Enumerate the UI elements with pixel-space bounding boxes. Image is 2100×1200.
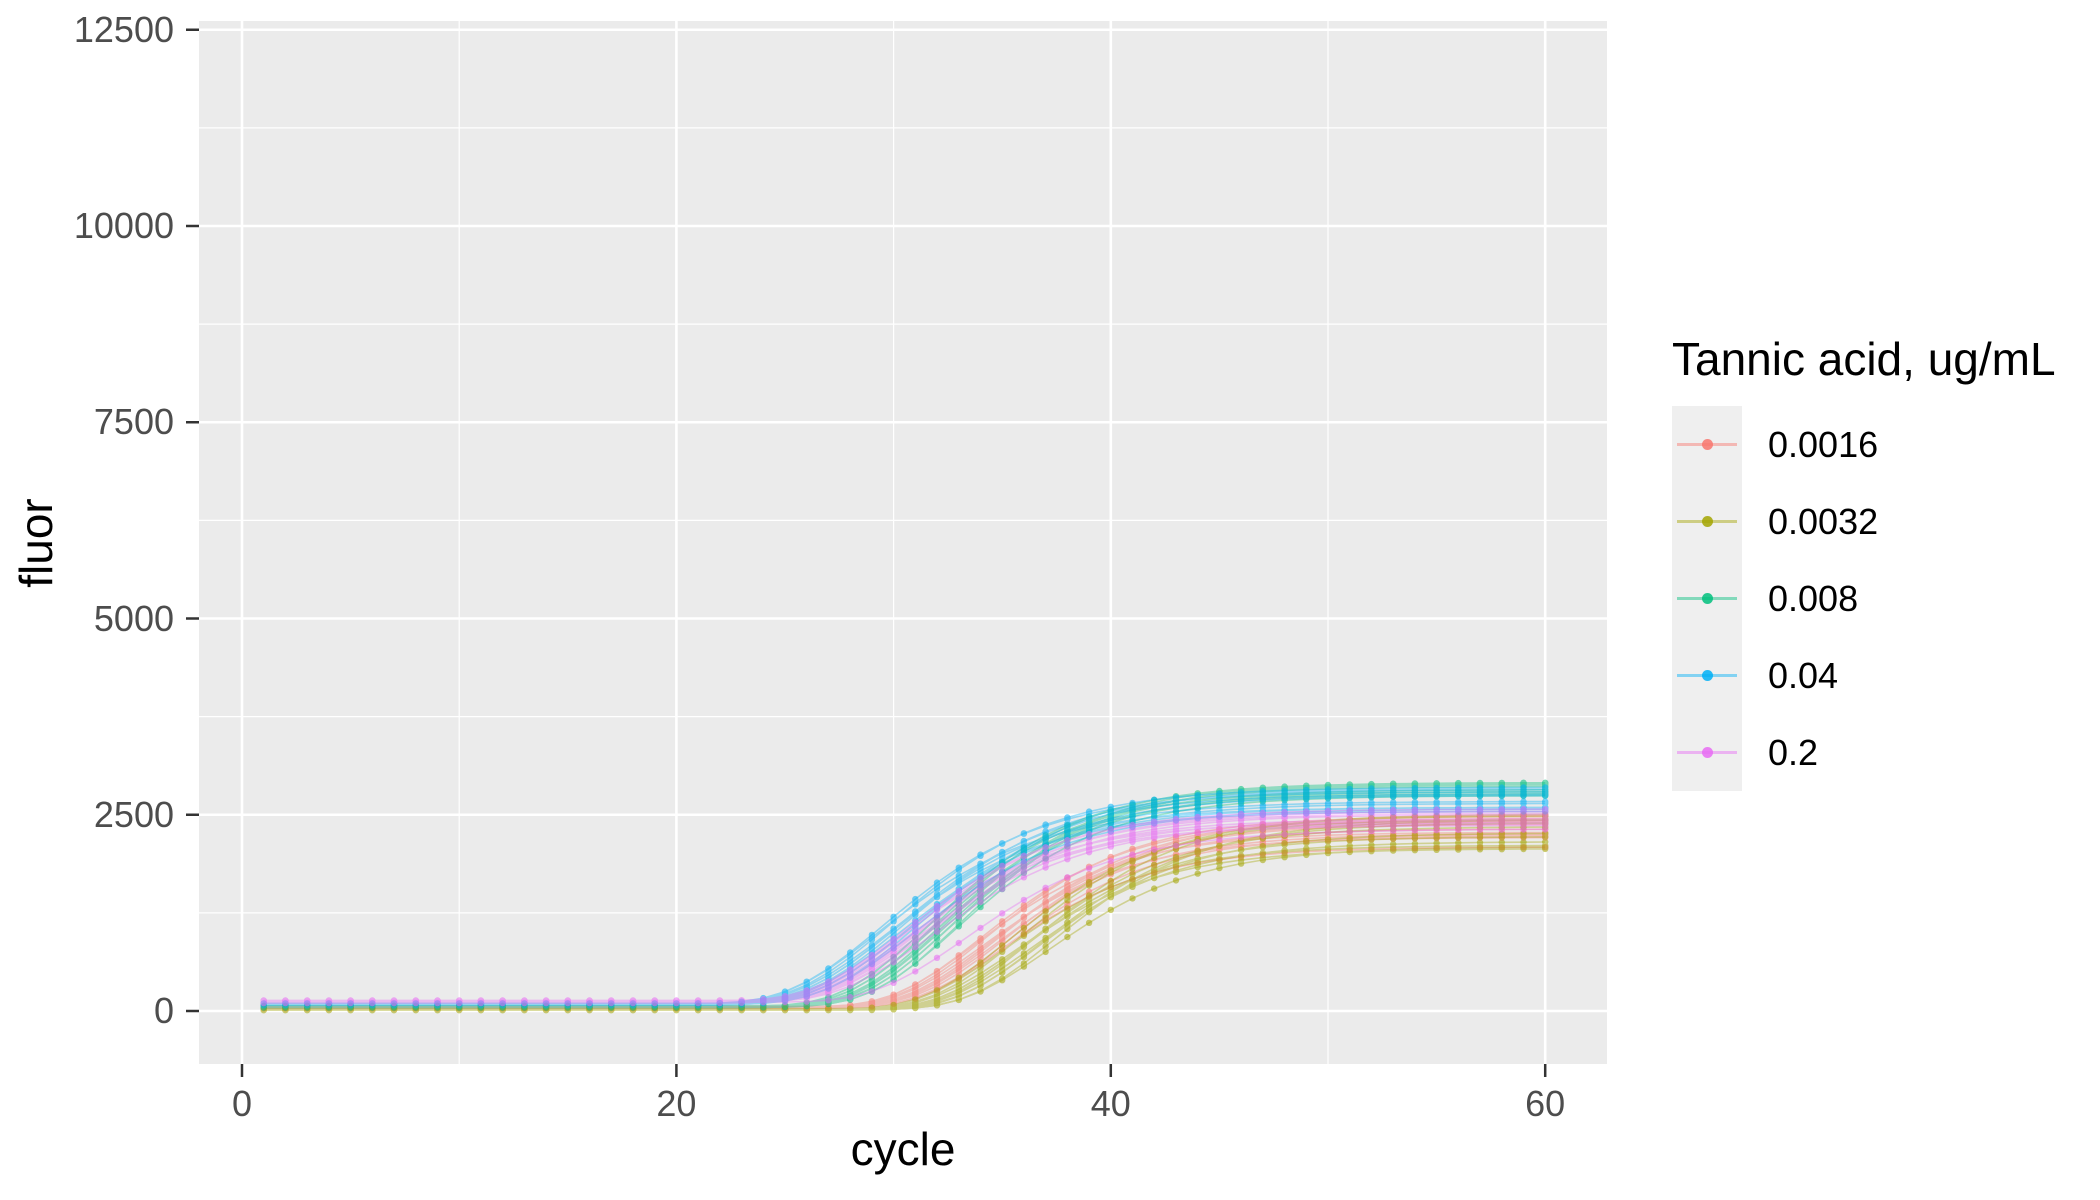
series-lines-0.2 bbox=[263, 808, 1546, 1004]
legend-item-0.2: 0.2 bbox=[1672, 714, 2056, 791]
legend-key-swatch bbox=[1672, 560, 1742, 637]
legend-item-label: 0.2 bbox=[1768, 731, 1819, 773]
legend-items: 0.0016 0.0032 0.008 0.04 0.2 bbox=[1672, 406, 2056, 791]
legend-item-label: 0.008 bbox=[1768, 577, 1859, 619]
gridlines-minor bbox=[199, 21, 1607, 1064]
series-points bbox=[260, 779, 1549, 1014]
legend-item-label: 0.0016 bbox=[1768, 423, 1879, 465]
legend: Tannic acid, ug/mL 0.0016 0.0032 0.008 0.04… bbox=[1672, 332, 2056, 791]
x-tick-label: 40 bbox=[1090, 1083, 1131, 1124]
legend-item-label: 0.0032 bbox=[1768, 500, 1879, 542]
legend-item-0.0016: 0.0016 bbox=[1672, 406, 2056, 483]
series-points-0.2 bbox=[260, 806, 1549, 1007]
legend-item-0.04: 0.04 bbox=[1672, 637, 2056, 714]
legend-key-point bbox=[1701, 439, 1713, 450]
x-tick-label: 60 bbox=[1525, 1083, 1566, 1124]
legend-item-0.0032: 0.0032 bbox=[1672, 483, 2056, 560]
y-tick-label: 7500 bbox=[93, 401, 174, 443]
legend-key-point bbox=[1701, 593, 1713, 604]
legend-item-label: 0.04 bbox=[1768, 654, 1839, 696]
legend-item-0.008: 0.008 bbox=[1672, 560, 2056, 637]
axis-tick-marks bbox=[186, 28, 1547, 1077]
series-lines bbox=[263, 781, 1546, 1011]
legend-key-point bbox=[1701, 747, 1713, 758]
y-tick-label: 2500 bbox=[93, 793, 174, 835]
legend-key-swatch bbox=[1672, 714, 1742, 791]
y-tick-label: 0 bbox=[153, 990, 174, 1031]
series-lines-0.04 bbox=[263, 786, 1546, 1007]
x-tick-label: 0 bbox=[231, 1083, 253, 1124]
legend-key-point bbox=[1701, 670, 1713, 681]
legend-key-swatch bbox=[1672, 483, 1742, 560]
x-tick-label: 20 bbox=[656, 1083, 697, 1124]
series-lines-0.0016 bbox=[263, 814, 1546, 1010]
y-tick-label: 5000 bbox=[93, 597, 174, 639]
y-tick-label: 12500 bbox=[73, 8, 174, 50]
series-lines-0.008 bbox=[263, 781, 1546, 1009]
legend-key-swatch bbox=[1672, 406, 1742, 483]
y-axis-title: fluor bbox=[10, 498, 62, 588]
legend-key-point bbox=[1701, 516, 1713, 527]
plot-panel bbox=[199, 21, 1607, 1064]
legend-title: Tannic acid, ug/mL bbox=[1672, 333, 2056, 385]
x-axis-title: cycle bbox=[850, 1123, 956, 1175]
series-lines-0.0032 bbox=[263, 813, 1546, 1011]
y-tick-label: 10000 bbox=[73, 205, 174, 246]
legend-key-swatch bbox=[1672, 637, 1742, 714]
